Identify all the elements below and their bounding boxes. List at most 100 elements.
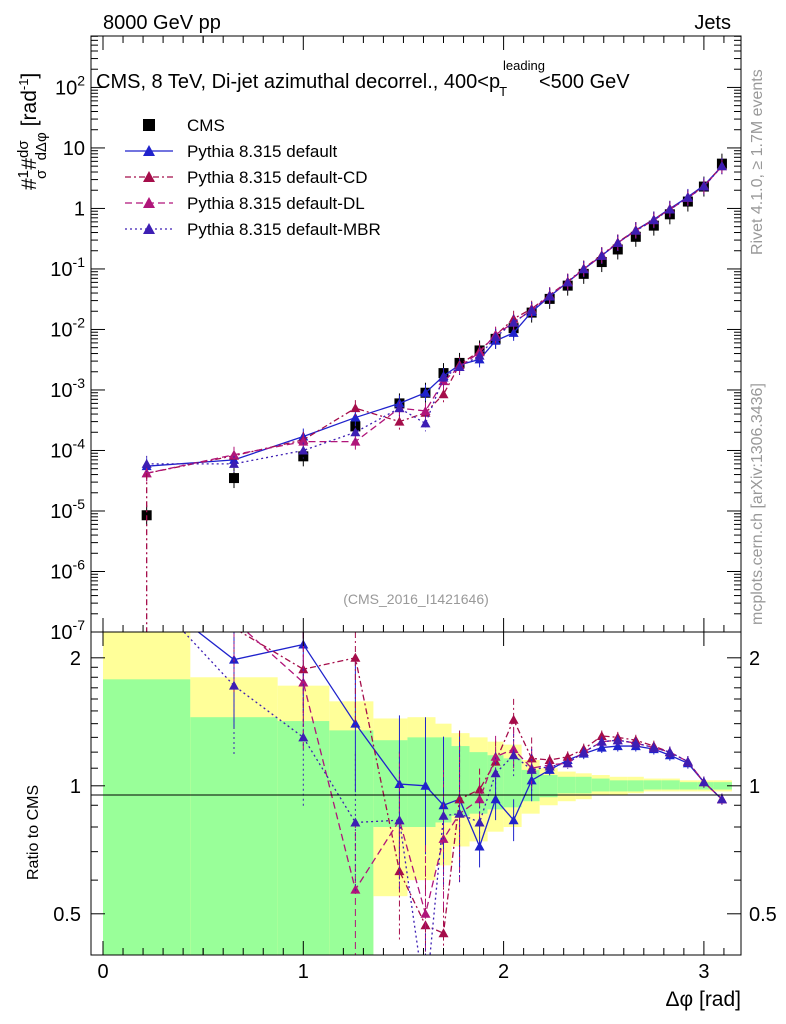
cms-point [350, 421, 361, 432]
mc-point [141, 468, 152, 478]
ratio-band-green [451, 746, 470, 816]
y-tick-exp: -2 [73, 314, 86, 330]
ratio-band-green [469, 752, 488, 814]
ratio-point [630, 738, 641, 748]
ratio-band-green [557, 776, 576, 794]
legend-label: CMS [187, 116, 225, 135]
ratio-band-green [407, 737, 436, 828]
ratio-panel: 2 2 1 1 0.5 0.5 Ratio to CMS [25, 631, 777, 1006]
ratio-band-green [575, 776, 592, 794]
ylabel-sigma: σ [33, 169, 50, 179]
y-tick-label: 10 [63, 138, 85, 160]
ratio-tick-label-left: 1 [70, 776, 81, 798]
y-tick-exp: -4 [73, 435, 86, 451]
x-tick-label: 1 [298, 961, 309, 983]
mc-point [394, 416, 405, 426]
ratio-point [454, 794, 465, 804]
ratio-line [246, 632, 723, 917]
mc-point [682, 192, 693, 202]
mc-point [141, 458, 152, 468]
mc-point [350, 403, 361, 413]
ylabel-dsigma: dσ [15, 140, 32, 158]
y-tick-exp: -5 [73, 496, 86, 512]
ratio-point [562, 758, 573, 768]
mc-point [420, 387, 431, 397]
mc-point [438, 389, 449, 399]
ratio-band-green [190, 717, 278, 955]
mc-point [350, 412, 361, 422]
ylabel-unit: [rad [18, 90, 41, 126]
ratio-point [596, 736, 607, 746]
ratio-y-label: Ratio to CMS [25, 785, 42, 880]
ratio-point [350, 652, 361, 662]
ratio-point [508, 744, 519, 754]
mc-point [420, 405, 431, 415]
ratio-point [420, 908, 431, 918]
ratio-point [394, 866, 405, 876]
y-tick-label: 10-7 [50, 617, 85, 644]
ratio-point [438, 810, 449, 820]
chart-title-pre: CMS, 8 TeV, Di-jet azimuthal decorrel., … [96, 71, 500, 93]
ratio-point [490, 794, 501, 804]
ratio-series-group [183, 632, 727, 1006]
x-tick-label: 0 [97, 961, 108, 983]
mc-point [596, 250, 607, 260]
ratio-frame [90, 631, 742, 956]
y-tick-base: 10 [55, 77, 77, 99]
y-tick-base: 10 [50, 319, 72, 341]
mc-point [578, 263, 589, 273]
mc-point [228, 449, 239, 459]
ratio-point [298, 732, 309, 742]
ratio-point [682, 756, 693, 766]
mc-point [490, 332, 501, 342]
cms-point [298, 451, 309, 462]
y-tick-exp: -3 [73, 375, 86, 391]
mc-point [508, 327, 519, 337]
ratio-point [596, 730, 607, 740]
mc-point [350, 427, 361, 437]
ratio-point [508, 750, 519, 760]
mc-point [420, 418, 431, 428]
y-tick-base: 10 [50, 259, 72, 281]
ratio-band-green [503, 758, 522, 808]
legend-marker [143, 171, 155, 182]
ratio-point [544, 761, 555, 771]
ratio-point [648, 742, 659, 752]
legend-label: Pythia 8.315 default [187, 142, 338, 161]
ratio-point [474, 794, 485, 804]
y-tick-label: 10-6 [50, 556, 85, 583]
mc-point [454, 361, 465, 371]
y-tick-base: 10 [50, 501, 72, 523]
ylabel-unit-sup: -1 [16, 79, 31, 91]
ratio-band-green [643, 780, 662, 790]
analysis-id: (CMS_2016_I1421646) [343, 591, 489, 607]
rivet-label: Rivet 4.1.0, ≥ 1.7M events [749, 69, 766, 255]
x-axis-label: Δφ [rad] [666, 988, 742, 1011]
mc-point [544, 290, 555, 300]
mc-point [394, 403, 405, 413]
ratio-point [420, 997, 430, 1006]
mc-point [562, 277, 573, 287]
ylabel-unit-close: ] [18, 73, 41, 79]
ratio-band-green [539, 775, 558, 798]
y-tick-base: 10 [50, 380, 72, 402]
mc-point [228, 458, 239, 468]
mc-point [612, 237, 623, 247]
mc-point [716, 161, 727, 171]
mc-point [664, 204, 675, 214]
ratio-tick-label-left: 0.5 [53, 904, 81, 926]
x-axis: 0 1 2 3 [97, 36, 725, 983]
ratio-tick-label-right: 2 [749, 648, 760, 670]
ratio-band-green [627, 780, 644, 792]
y-tick-label: 10-3 [50, 375, 85, 402]
legend-label: Pythia 8.315 default-CD [187, 168, 368, 187]
mc-point [438, 372, 449, 382]
ratio-band-green [609, 780, 628, 792]
svg-text:#1σ#dσdΔφ[rad-1]: #1σ#dσdΔφ[rad-1] [15, 73, 50, 190]
ratio-tick-label-left: 2 [70, 648, 81, 670]
ratio-band-green [103, 679, 191, 955]
y-axis-label: #1σ#dσdΔφ[rad-1] [15, 73, 50, 190]
ratio-point [474, 841, 485, 851]
x-tick-label: 2 [498, 961, 509, 983]
